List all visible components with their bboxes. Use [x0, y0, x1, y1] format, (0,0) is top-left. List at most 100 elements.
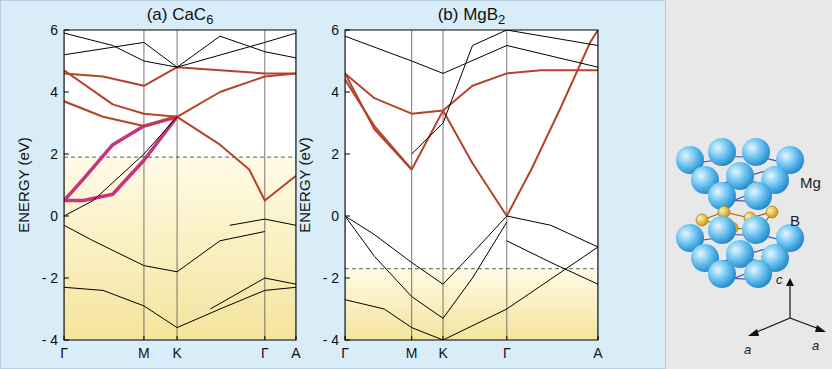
mg-atom: [742, 216, 770, 244]
x-tick: [506, 336, 507, 340]
y-tick-label: 6: [331, 22, 339, 38]
panel-title: (a) CaC6: [147, 5, 214, 27]
band: [64, 117, 177, 201]
y-axis-title: ENERGY (eV): [296, 137, 313, 233]
x-tick-label: Γ: [503, 345, 511, 361]
band: [64, 67, 296, 86]
band: [507, 241, 598, 284]
fermi-level: [64, 157, 296, 158]
x-tick: [345, 336, 346, 340]
b-atom: [766, 206, 778, 218]
band: [345, 247, 598, 340]
diagram-label: B: [790, 212, 800, 229]
y-tick: [345, 154, 350, 155]
x-tick: [443, 336, 444, 340]
band: [230, 219, 296, 225]
y-tick: [64, 278, 69, 279]
plot-background: [64, 30, 296, 340]
y-tick: [64, 340, 69, 341]
y-tick-label: 0: [331, 208, 339, 224]
band: [64, 117, 177, 201]
mg-atom: [708, 138, 736, 166]
arrow-head: [815, 325, 826, 332]
x-tick-label: A: [291, 345, 301, 361]
band: [345, 36, 598, 73]
band: [210, 278, 296, 309]
x-tick: [264, 336, 265, 340]
mg-atom: [744, 260, 772, 288]
y-tick-label: 2: [50, 146, 58, 162]
grid-line: [411, 30, 412, 340]
occupied-fill: [64, 157, 296, 340]
y-tick: [64, 216, 69, 217]
band: [64, 117, 177, 216]
grid-line: [443, 30, 444, 340]
plot-area: [345, 30, 598, 340]
x-tick-label: Γ: [341, 345, 349, 361]
diagram-label: Mg: [800, 174, 821, 191]
y-tick-label: - 2: [42, 270, 59, 286]
grid-line: [143, 30, 144, 340]
y-tick: [64, 92, 69, 93]
arrow-head: [786, 278, 794, 286]
band: [64, 70, 296, 117]
y-tick-label: 0: [50, 208, 58, 224]
diagram-label: a: [812, 338, 819, 353]
y-tick-label: 4: [331, 84, 339, 100]
mg-atom: [708, 260, 736, 288]
x-tick-label: K: [172, 345, 182, 361]
diagram-label: a: [744, 342, 751, 357]
x-tick-label: Γ: [261, 345, 269, 361]
band: [64, 36, 296, 67]
x-tick-label: A: [593, 345, 603, 361]
y-tick-label: - 2: [323, 270, 340, 286]
x-tick-label: M: [138, 345, 150, 361]
band: [345, 216, 507, 318]
diagram-label: c: [776, 272, 783, 287]
x-tick: [177, 336, 178, 340]
panel-background: [1, 1, 666, 369]
y-tick: [345, 278, 350, 279]
y-tick: [345, 340, 350, 341]
y-tick: [345, 92, 350, 93]
axis-arrow: [789, 282, 790, 318]
grid-line: [177, 30, 178, 340]
x-tick: [411, 336, 412, 340]
panel-title: (b) MgB2: [438, 5, 506, 27]
arrow-head: [748, 329, 759, 336]
x-tick-label: K: [438, 345, 448, 361]
band: [64, 225, 265, 271]
x-tick: [296, 336, 297, 340]
band: [345, 80, 412, 170]
band: [412, 30, 598, 154]
x-tick: [598, 336, 599, 340]
x-tick-label: M: [406, 345, 418, 361]
mg-atom: [708, 182, 736, 210]
plot-frame: [345, 30, 598, 340]
crystal-diagram: [676, 138, 826, 336]
fermi-level: [345, 268, 598, 269]
y-tick-label: 4: [50, 84, 58, 100]
y-tick-label: 6: [50, 22, 58, 38]
figure: - 4 - 2 0 2 4 6 Γ M K Γ A ENERGY (eV) (a) CaC6 - 4 - 2…: [0, 0, 832, 369]
y-tick: [345, 216, 350, 217]
y-tick-label: - 4: [42, 332, 59, 348]
grid-line: [506, 30, 507, 340]
mg-atom: [708, 216, 736, 244]
mg-atom: [744, 182, 772, 210]
y-tick-label: 2: [331, 146, 339, 162]
diagram-background: [666, 0, 832, 369]
mg-atom: [742, 138, 770, 166]
x-tick-label: Γ: [60, 345, 68, 361]
plot-background: [345, 30, 598, 340]
y-tick-label: - 4: [323, 332, 340, 348]
plot-frame: [64, 30, 296, 340]
y-axis-title: ENERGY (eV): [15, 137, 32, 233]
x-tick: [64, 336, 65, 340]
b-atom: [696, 214, 708, 226]
x-tick: [143, 336, 144, 340]
y-tick: [64, 30, 69, 31]
band: [64, 33, 296, 67]
y-tick: [345, 30, 350, 31]
band: [64, 287, 296, 327]
